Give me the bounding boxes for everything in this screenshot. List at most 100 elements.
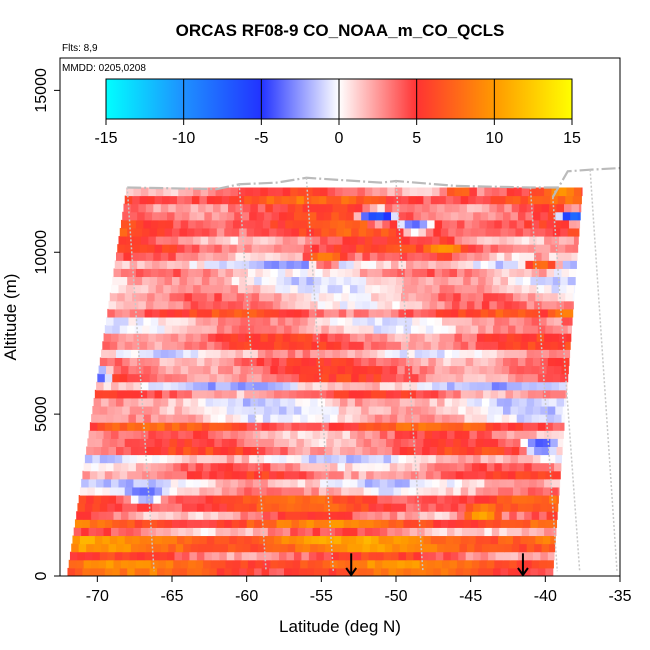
heatmap-cell [310, 543, 319, 553]
heatmap-cell [379, 187, 388, 197]
heatmap-cell [364, 236, 373, 245]
heatmap-cell [422, 495, 431, 504]
heatmap-cell [499, 284, 508, 294]
heatmap-cell [506, 284, 515, 294]
heatmap-cell [221, 535, 230, 545]
heatmap-cell [531, 511, 540, 520]
heatmap-cell [361, 211, 370, 221]
heatmap-cell [184, 535, 193, 545]
heatmap-cell [200, 478, 209, 488]
heatmap-cell [256, 260, 265, 269]
heatmap-cell [335, 430, 343, 439]
heatmap-cell [485, 422, 494, 431]
heatmap-cell [134, 519, 143, 528]
heatmap-cell [130, 495, 139, 504]
heatmap-cell [493, 519, 502, 528]
heatmap-cell [382, 317, 391, 326]
heatmap-cell [529, 333, 538, 342]
heatmap-cell [142, 373, 151, 383]
heatmap-cell [474, 300, 483, 310]
heatmap-cell [336, 276, 345, 286]
heatmap-cell [549, 397, 558, 407]
heatmap-cell [216, 276, 225, 286]
heatmap-cell [527, 486, 536, 496]
heatmap-cell [140, 430, 149, 439]
heatmap-cell [427, 317, 436, 326]
heatmap-cell [209, 325, 218, 334]
heatmap-cell [440, 227, 449, 237]
heatmap-cell [371, 389, 380, 399]
heatmap-cell [341, 389, 350, 399]
heatmap-cell [429, 252, 438, 261]
heatmap-cell [159, 503, 168, 512]
heatmap-cell [506, 527, 515, 537]
heatmap-cell [486, 462, 495, 472]
heatmap-cell [512, 535, 521, 545]
heatmap-cell [254, 470, 263, 480]
heatmap-cell [343, 325, 352, 334]
heatmap-cell [519, 543, 528, 553]
heatmap-cell [337, 462, 346, 472]
heatmap-cell [490, 195, 499, 205]
heatmap-cell [237, 430, 246, 439]
heatmap-cell [359, 219, 368, 229]
heatmap-cell [447, 527, 455, 537]
heatmap-cell [520, 292, 529, 302]
heatmap-cell [219, 357, 228, 367]
heatmap-cell [522, 373, 531, 383]
heatmap-cell [404, 462, 413, 472]
heatmap-cell [540, 406, 549, 415]
heatmap-cell [580, 195, 582, 205]
heatmap-cell [323, 260, 332, 269]
heatmap-cell [356, 292, 365, 302]
heatmap-cell [347, 349, 356, 358]
heatmap-cell [185, 236, 194, 245]
heatmap-cell [254, 227, 263, 237]
heatmap-cell [575, 227, 580, 237]
heatmap-cell [504, 446, 513, 456]
heatmap-cell [284, 422, 292, 431]
heatmap-cell [220, 446, 229, 456]
heatmap-cell [415, 389, 424, 399]
heatmap-cell [208, 187, 217, 197]
heatmap-cell [508, 373, 516, 383]
heatmap-cell [201, 276, 210, 286]
heatmap-cell [288, 438, 297, 447]
heatmap-cell [279, 211, 287, 221]
heatmap-cell [183, 397, 192, 407]
heatmap-cell [99, 551, 108, 561]
heatmap-cell [208, 284, 217, 294]
heatmap-cell [124, 244, 133, 253]
heatmap-cell [275, 527, 284, 537]
heatmap-cell [167, 551, 175, 561]
heatmap-cell [226, 211, 235, 221]
heatmap-cell [373, 567, 382, 576]
heatmap-cell [104, 422, 113, 431]
heatmap-cell [103, 430, 112, 439]
heatmap-cell [250, 349, 259, 358]
heatmap-cell [555, 260, 564, 269]
heatmap-cell [556, 495, 559, 504]
heatmap-cell [165, 365, 174, 375]
heatmap-cell [480, 551, 489, 561]
heatmap-cell [378, 535, 387, 545]
heatmap-cell [444, 349, 453, 358]
heatmap-cell [140, 333, 149, 342]
heatmap-cell [125, 187, 134, 197]
heatmap-cell [483, 341, 492, 350]
heatmap-cell [259, 244, 268, 253]
heatmap-cell [342, 187, 351, 197]
heatmap-cell [246, 276, 255, 286]
heatmap-cell [512, 389, 521, 399]
heatmap-cell [236, 389, 245, 399]
heatmap-cell [493, 227, 502, 237]
heatmap-cell [392, 203, 401, 213]
heatmap-cell [534, 349, 543, 358]
heatmap-cell [306, 567, 315, 576]
heatmap-cell [568, 317, 573, 326]
heatmap-cell [194, 325, 203, 334]
heatmap-cell [460, 195, 469, 205]
heatmap-cell [464, 511, 473, 520]
heatmap-cell [262, 365, 271, 375]
heatmap-cell [101, 543, 110, 553]
